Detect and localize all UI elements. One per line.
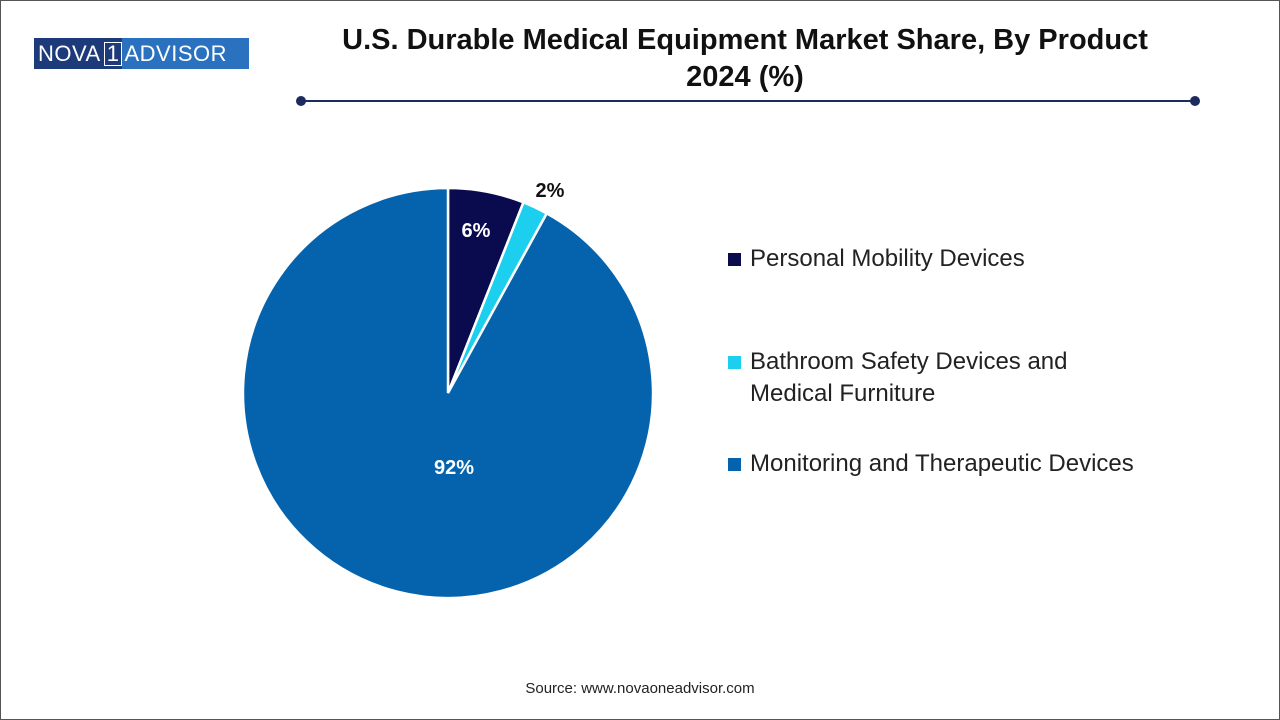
legend-label: Monitoring and Therapeutic Devices (750, 450, 1134, 477)
legend-swatch (728, 356, 741, 369)
logo-text-mid: 1 (103, 41, 123, 66)
legend-label: Personal Mobility Devices (750, 245, 1025, 272)
data-label-2: 92% (434, 457, 474, 479)
divider-dot-right (1190, 96, 1200, 106)
chart-title: U.S. Durable Medical Equipment Market Sh… (270, 22, 1220, 96)
title-divider (301, 100, 1196, 102)
pie-slice-2 (241, 186, 655, 600)
legend-swatch (728, 458, 741, 471)
logo-text-right: ADVISOR (122, 38, 249, 69)
legend-item-0: Personal Mobility Devices (728, 243, 1025, 275)
data-label-0: 6% (462, 220, 491, 242)
title-line-1: U.S. Durable Medical Equipment Market Sh… (342, 24, 1148, 56)
legend-label: Bathroom Safety Devices and Medical Furni… (750, 348, 1068, 407)
legend-item-1: Bathroom Safety Devices and Medical Furni… (728, 346, 1068, 410)
divider-dot-left (296, 96, 306, 106)
legend-item-2: Monitoring and Therapeutic Devices (728, 448, 1134, 480)
logo: NOVA 1 ADVISOR (34, 38, 249, 69)
legend-swatch (728, 253, 741, 266)
data-label-1: 2% (536, 180, 565, 202)
title-line-2: 2024 (%) (686, 61, 804, 93)
logo-text-left: NOVA (38, 40, 101, 66)
source-note: Source: www.novaoneadvisor.com (525, 680, 755, 697)
